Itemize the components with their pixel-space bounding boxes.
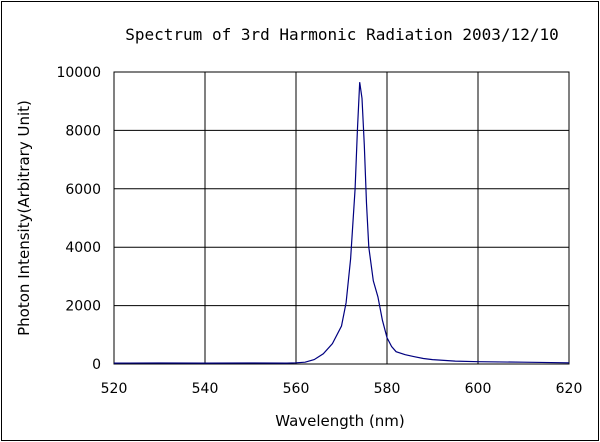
- plot-border: [113, 71, 570, 365]
- y-tick-label: 4000: [65, 240, 101, 256]
- series-line: [113, 82, 570, 364]
- x-tick-label: 520: [101, 381, 128, 397]
- x-tick-label: 560: [283, 381, 310, 397]
- x-tick-label: 600: [465, 381, 492, 397]
- x-axis-label: Wavelength (nm): [275, 412, 405, 430]
- y-tick-labels: 0 2000 4000 6000 8000 10000: [56, 65, 101, 373]
- y-tick-label: 0: [92, 357, 101, 373]
- chart-title: Spectrum of 3rd Harmonic Radiation 2003/…: [125, 25, 558, 44]
- y-axis-label: Photon Intensity(Arbitrary Unit): [15, 100, 33, 336]
- y-tick-label: 6000: [65, 182, 101, 198]
- y-tick-label: 10000: [56, 65, 101, 81]
- y-tick-label: 2000: [65, 299, 101, 315]
- y-tick-label: 8000: [65, 123, 101, 139]
- x-tick-label: 580: [374, 381, 401, 397]
- axes: [113, 71, 570, 365]
- x-tick-label: 620: [556, 381, 583, 397]
- x-tick-labels: 520 540 560 580 600 620: [101, 381, 583, 397]
- grid: [113, 71, 570, 365]
- x-tick-label: 540: [192, 381, 219, 397]
